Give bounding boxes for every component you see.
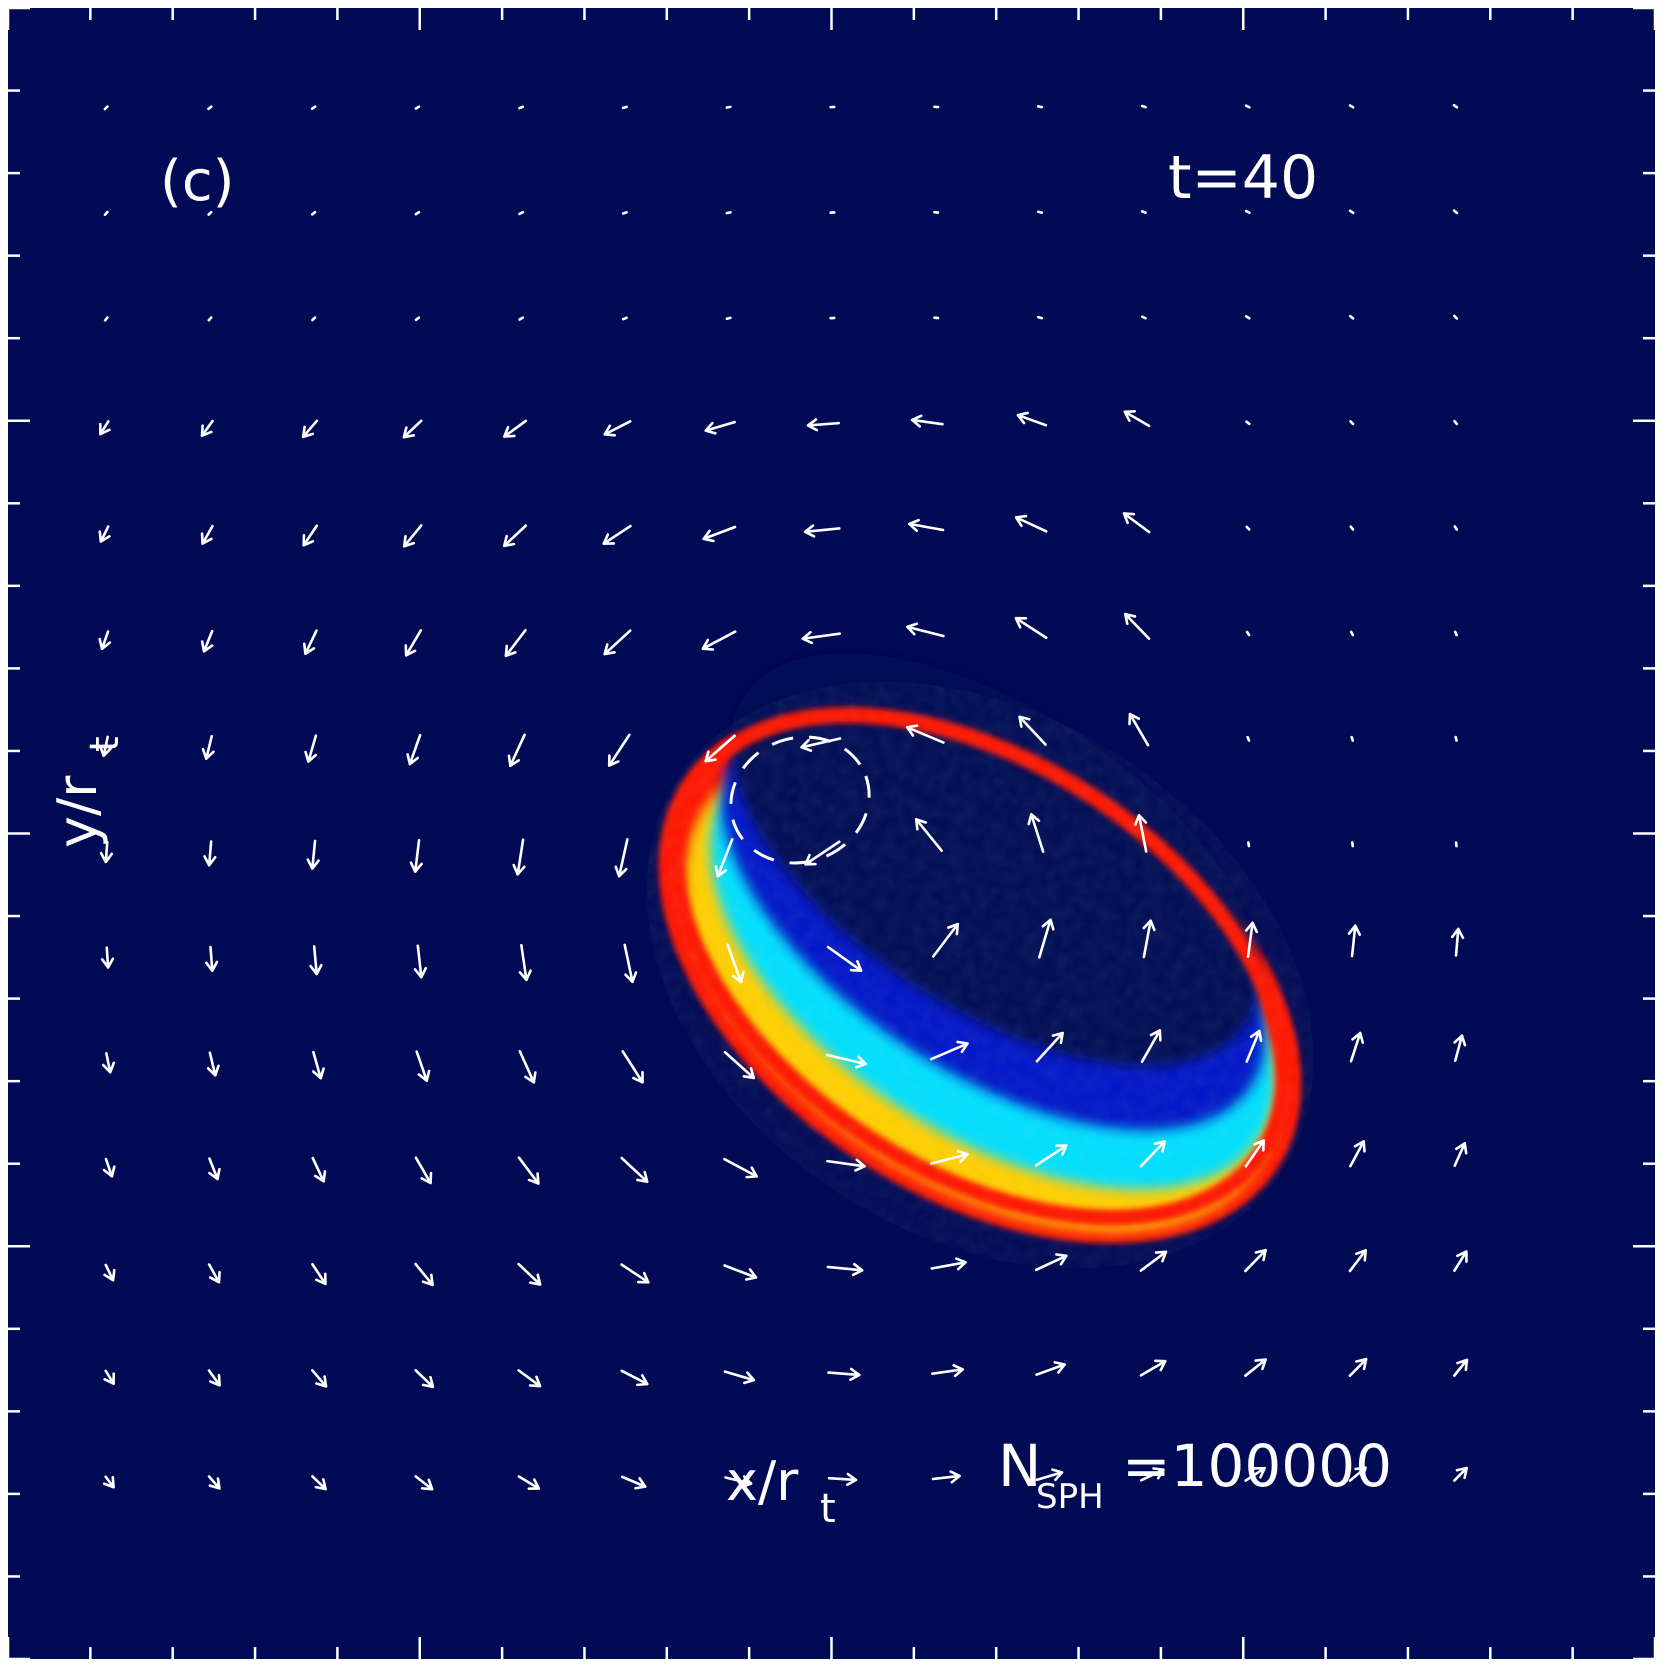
velocity-arrow <box>1248 737 1249 740</box>
velocity-arrow <box>1142 106 1145 107</box>
y-axis-label-main: y/r <box>46 775 109 848</box>
velocity-arrow <box>416 107 419 109</box>
velocity-arrow <box>1454 316 1457 319</box>
velocity-arrow <box>1351 527 1353 530</box>
velocity-arrow <box>727 212 731 213</box>
velocity-arrow <box>1246 422 1249 424</box>
velocity-arrow <box>1456 737 1457 740</box>
velocity-arrow <box>208 107 211 109</box>
particle-count-subscript: SPH <box>1036 1477 1104 1517</box>
velocity-arrow <box>520 318 523 320</box>
velocity-arrow <box>1351 632 1353 635</box>
particle-count-symbol: N <box>998 1432 1041 1500</box>
velocity-arrow <box>519 107 522 108</box>
velocity-arrow <box>1455 526 1457 529</box>
velocity-arrow <box>1454 105 1457 107</box>
velocity-arrow <box>416 212 419 214</box>
velocity-arrow <box>1352 737 1353 740</box>
velocity-arrow <box>312 212 315 214</box>
velocity-arrow <box>209 318 211 321</box>
particle-count-value: =100000 <box>1122 1432 1392 1500</box>
velocity-arrow <box>1247 632 1249 635</box>
velocity-arrow <box>105 318 107 321</box>
velocity-arrow <box>623 107 626 108</box>
time-label: t=40 <box>1168 143 1318 213</box>
velocity-arrow <box>1454 211 1457 213</box>
velocity-arrow <box>1350 211 1353 213</box>
velocity-arrow <box>312 107 315 109</box>
velocity-arrow <box>1350 316 1353 318</box>
panel-label: (c) <box>160 149 234 214</box>
velocity-arrow <box>1038 106 1042 107</box>
velocity-arrow <box>1247 527 1250 530</box>
x-axis-label-main: x/r <box>726 1450 799 1513</box>
velocity-arrow <box>1455 421 1457 424</box>
velocity-arrow <box>1038 317 1041 318</box>
velocity-arrow <box>1142 211 1145 212</box>
velocity-arrow <box>520 212 523 214</box>
velocity-arrow <box>1455 632 1456 635</box>
velocity-arrow <box>312 318 315 320</box>
velocity-arrow <box>1248 843 1249 847</box>
velocity-arrow <box>1038 212 1041 213</box>
velocity-arrow <box>105 107 108 109</box>
velocity-arrow <box>727 318 730 319</box>
velocity-arrow <box>1350 421 1353 424</box>
velocity-arrow <box>1142 317 1145 319</box>
velocity-arrow <box>1246 316 1249 318</box>
velocity-arrow <box>105 212 107 215</box>
velocity-arrow <box>727 107 731 108</box>
x-axis-label-sub: t <box>820 1486 836 1532</box>
velocity-arrow <box>1350 105 1353 107</box>
velocity-arrow <box>416 318 419 320</box>
velocity-arrow <box>623 318 626 319</box>
velocity-arrow <box>623 212 626 213</box>
y-axis-label-sub: t <box>82 736 128 752</box>
velocity-arrow <box>1246 106 1249 108</box>
